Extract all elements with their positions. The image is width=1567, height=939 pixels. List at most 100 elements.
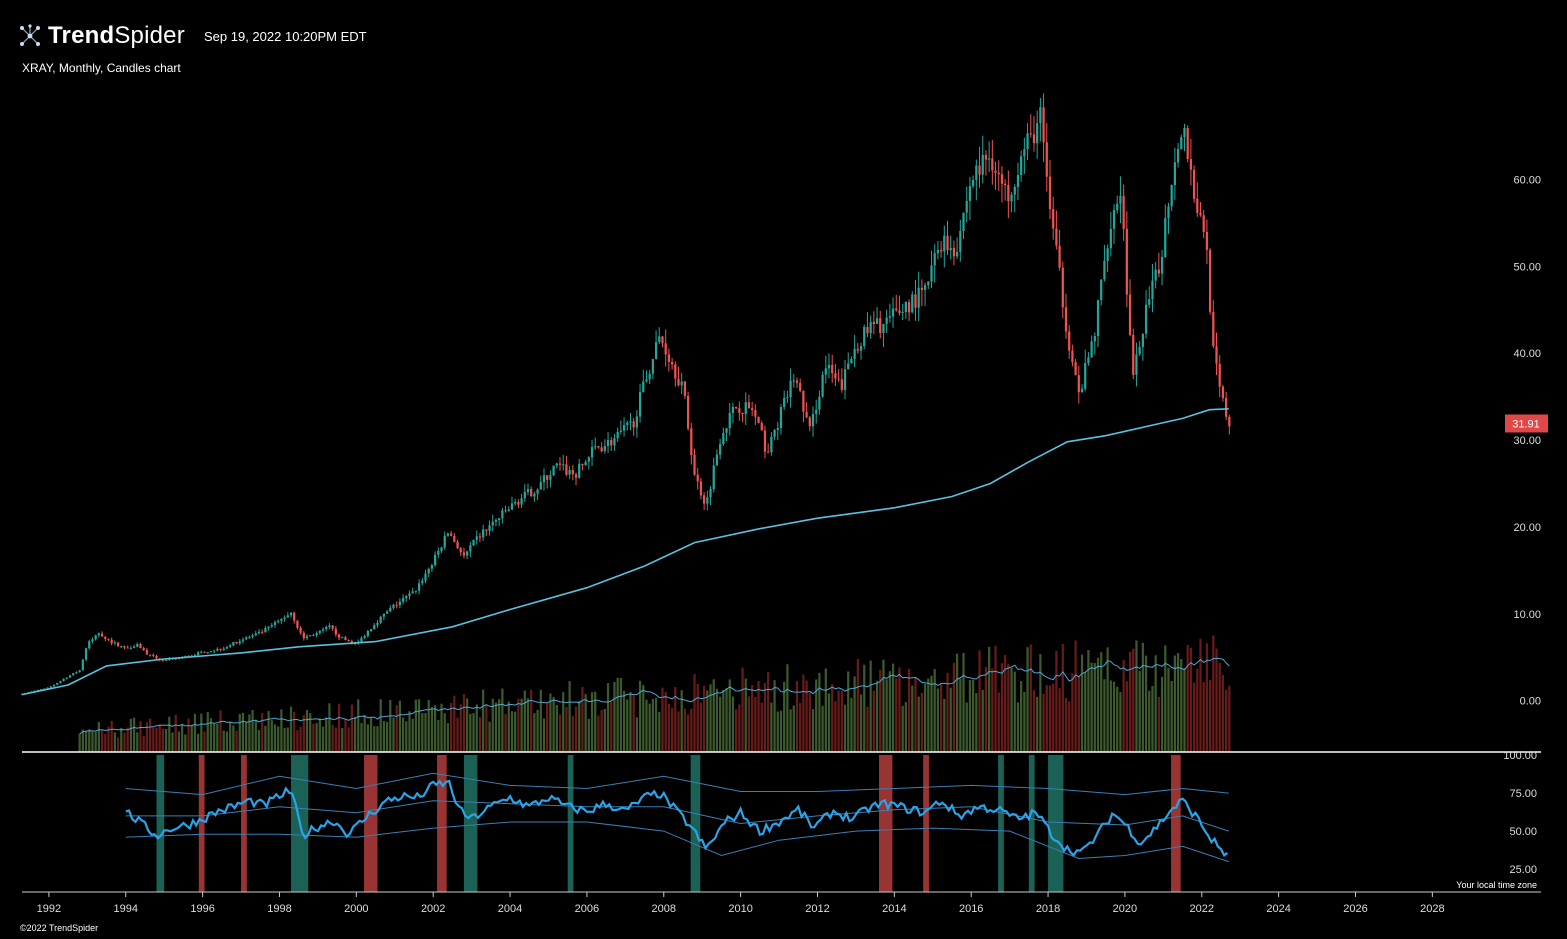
candle-body [206, 652, 209, 654]
candle-body [805, 411, 808, 418]
candle-body [1039, 107, 1042, 124]
volume-bar [1096, 657, 1100, 752]
volume-bar [882, 659, 885, 752]
volume-bar [1164, 645, 1167, 752]
volume-bar [84, 730, 88, 752]
volume-bar [719, 696, 722, 752]
candle-body [273, 622, 277, 626]
time-tick-label: 1998 [267, 903, 291, 915]
volume-bar [587, 718, 590, 752]
volume-bar [1205, 643, 1209, 752]
volume-bar [831, 684, 834, 752]
time-tick-label: 2010 [728, 903, 752, 915]
candle-body [1109, 228, 1112, 249]
time-tick-label: 2020 [1113, 903, 1137, 915]
candle-body [680, 381, 683, 386]
volume-bar [866, 706, 869, 752]
volume-bar [357, 699, 360, 752]
volume-bar [792, 705, 795, 752]
volume-bar [1208, 680, 1212, 752]
candle-body [879, 318, 882, 334]
candle-body [1186, 127, 1189, 159]
candle-body [366, 631, 369, 637]
candle-body [712, 465, 715, 490]
candle-body [40, 689, 43, 691]
candle-body [683, 381, 687, 396]
rsi-zone-9 [878, 755, 893, 892]
candle-body [1071, 350, 1074, 363]
candle-body [802, 390, 805, 412]
candle-body [968, 186, 972, 201]
volume-bar [891, 663, 895, 752]
volume-bar [81, 729, 84, 752]
volume-bar [312, 723, 315, 752]
candle-body [475, 536, 478, 540]
candle-body [392, 604, 395, 608]
candle-body [379, 616, 382, 623]
volume-bar [142, 735, 145, 752]
volume-bar [104, 733, 107, 752]
rsi-tick-label: 75.00 [1509, 788, 1537, 800]
volume-bar [1061, 644, 1064, 752]
volume-bar [88, 729, 91, 752]
volume-bar [731, 696, 735, 752]
volume-bar [565, 706, 568, 752]
candle-body [1122, 195, 1125, 229]
candle-body [965, 200, 968, 213]
volume-bar [859, 694, 863, 752]
volume-bar [161, 728, 165, 752]
price-tick-label: 0.00 [1520, 696, 1541, 708]
candle-body [939, 249, 943, 252]
volume-bar [1119, 692, 1122, 752]
volume-bar [219, 710, 222, 752]
volume-bar [581, 686, 584, 752]
volume-bar [811, 709, 815, 752]
candle-body [142, 648, 145, 650]
candle-body [677, 378, 680, 386]
candle-body [1144, 304, 1148, 334]
volume-bar [610, 701, 613, 752]
volume-bar [197, 733, 200, 752]
volume-bar [1048, 685, 1052, 752]
candle-body [344, 637, 347, 640]
candle-body [1096, 300, 1100, 337]
candle-body [962, 212, 965, 231]
candle-body [907, 302, 911, 313]
candle-body [337, 634, 341, 638]
candle-body [443, 535, 446, 548]
candle-body [456, 541, 459, 549]
candle-body [949, 247, 952, 251]
candle-body [959, 230, 962, 253]
candle-body [654, 342, 658, 359]
candle-body [56, 682, 59, 685]
volume-bar [1173, 655, 1177, 752]
volume-bar [875, 680, 879, 752]
volume-bar [699, 702, 703, 752]
candle-body [1202, 215, 1205, 232]
candle-body [482, 529, 485, 538]
volume-bar [1132, 648, 1135, 752]
candle-body [312, 635, 315, 637]
candle-body [1128, 294, 1132, 335]
candle-body [763, 430, 767, 452]
candle-body [94, 635, 97, 640]
volume-bar [994, 645, 997, 752]
candle-body [302, 632, 305, 639]
candle-body [911, 294, 914, 313]
candle-body [696, 474, 699, 482]
candle-body [914, 294, 917, 308]
volume-bar [888, 671, 891, 752]
candle-body [606, 439, 610, 446]
volume-bar [171, 732, 174, 752]
volume-bar [1071, 673, 1074, 752]
candle-body [651, 358, 655, 374]
volume-bar [735, 709, 738, 752]
candle-body [46, 687, 49, 689]
candle-body [690, 428, 693, 456]
candle-body [770, 436, 773, 453]
candle-body [568, 469, 571, 475]
volume-bar [433, 705, 437, 752]
candle-body [251, 635, 254, 637]
volume-bar [347, 727, 350, 752]
